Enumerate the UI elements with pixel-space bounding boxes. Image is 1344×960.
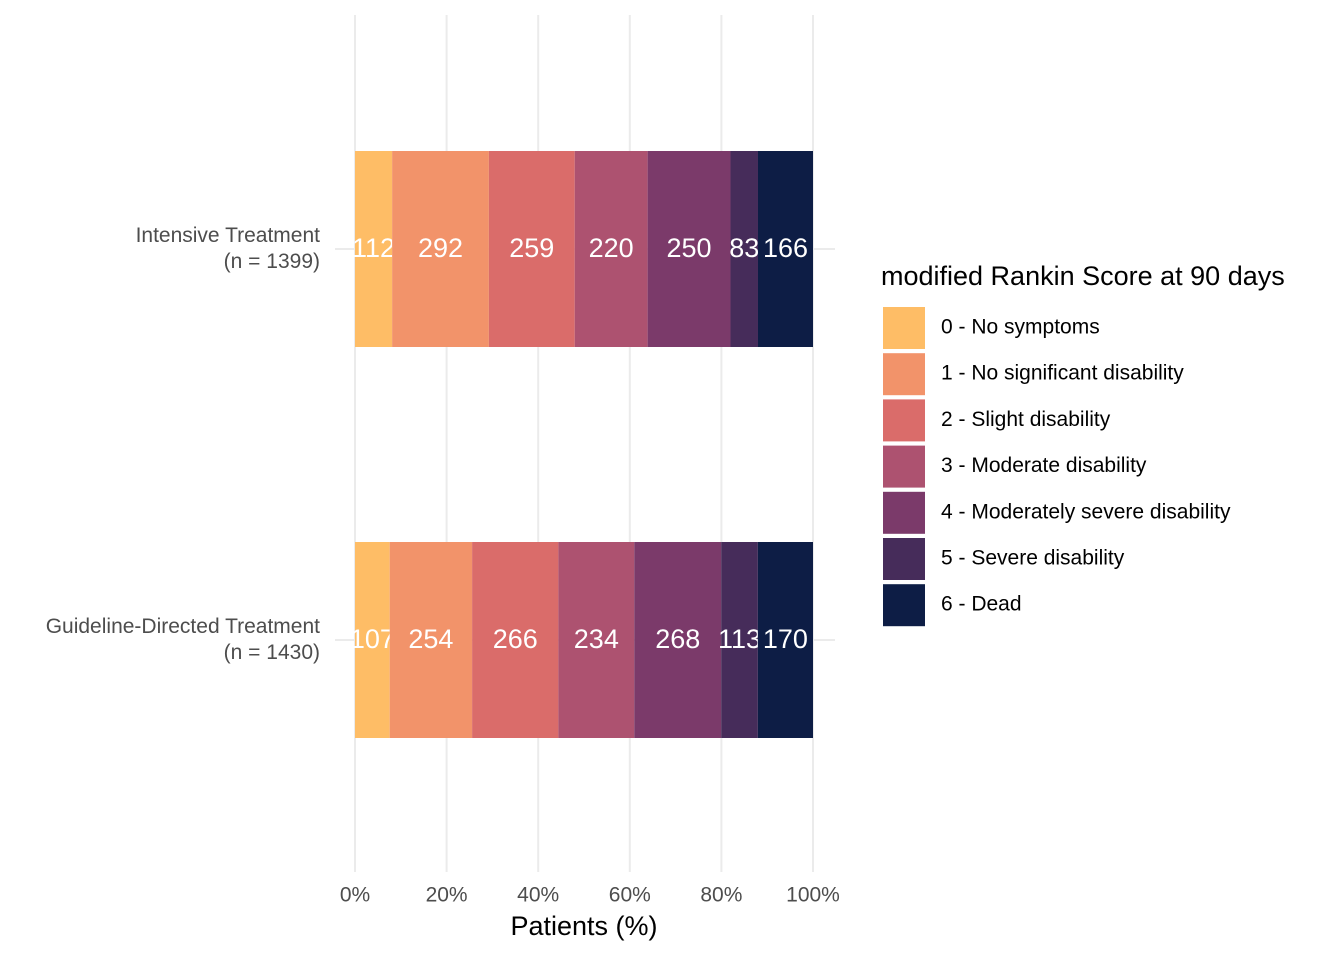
legend-key xyxy=(883,584,925,627)
data-label: 234 xyxy=(574,624,619,654)
legend-title: modified Rankin Score at 90 days xyxy=(881,261,1285,291)
bar-segment xyxy=(355,542,390,738)
x-tick-label: 60% xyxy=(609,884,651,907)
legend-key xyxy=(883,491,925,534)
x-tick-label: 40% xyxy=(517,884,559,907)
y-tick-label: Intensive Treatment (n = 1399) xyxy=(135,224,320,273)
bar-segment xyxy=(392,151,489,347)
legend-label: 4 - Moderately severe disability xyxy=(941,500,1231,523)
data-label: 113 xyxy=(718,624,761,654)
legend-label: 5 - Severe disability xyxy=(941,547,1125,570)
bar-segment xyxy=(574,151,648,347)
bar-segment xyxy=(730,151,758,347)
data-label: 83 xyxy=(729,233,759,263)
data-label: 166 xyxy=(763,233,808,263)
data-label: 107 xyxy=(350,624,395,654)
data-label: 292 xyxy=(418,233,463,263)
bar-segment xyxy=(721,542,758,738)
data-label: 266 xyxy=(493,624,538,654)
legend-key xyxy=(883,307,925,349)
bar-segment xyxy=(558,542,635,738)
data-label: 170 xyxy=(763,624,808,654)
x-tick-label: 100% xyxy=(786,884,840,907)
legend-label: 1 - No significant disability xyxy=(941,362,1184,385)
bar-segment xyxy=(389,542,473,738)
bar-segment xyxy=(634,542,722,738)
legend-key xyxy=(883,353,925,396)
bar-segment xyxy=(757,542,813,738)
legend-key xyxy=(883,399,925,442)
data-label: 268 xyxy=(655,624,700,654)
legend-key xyxy=(883,538,925,580)
x-tick-label: 20% xyxy=(426,884,468,907)
bar-segment xyxy=(488,151,575,347)
bar-segment xyxy=(647,151,731,347)
x-tick-label: 80% xyxy=(700,884,742,907)
legend-label: 2 - Slight disability xyxy=(941,408,1111,431)
x-tick-label: 0% xyxy=(340,884,370,907)
legend-label: 0 - No symptoms xyxy=(941,316,1100,339)
bar-segment xyxy=(355,151,393,347)
bar-segment xyxy=(472,542,559,738)
legend-key xyxy=(883,445,925,488)
data-label: 250 xyxy=(667,233,712,263)
legend-label: 6 - Dead xyxy=(941,593,1022,616)
y-tick-label: Guideline-Directed Treatment (n = 1430) xyxy=(45,615,320,664)
data-label: 259 xyxy=(509,233,554,263)
data-label: 112 xyxy=(352,233,395,263)
data-label: 220 xyxy=(589,233,634,263)
legend-label: 3 - Moderate disability xyxy=(941,454,1147,477)
bar-segment xyxy=(757,151,813,347)
x-axis-title: Patients (%) xyxy=(510,911,657,941)
data-label: 254 xyxy=(408,624,453,654)
